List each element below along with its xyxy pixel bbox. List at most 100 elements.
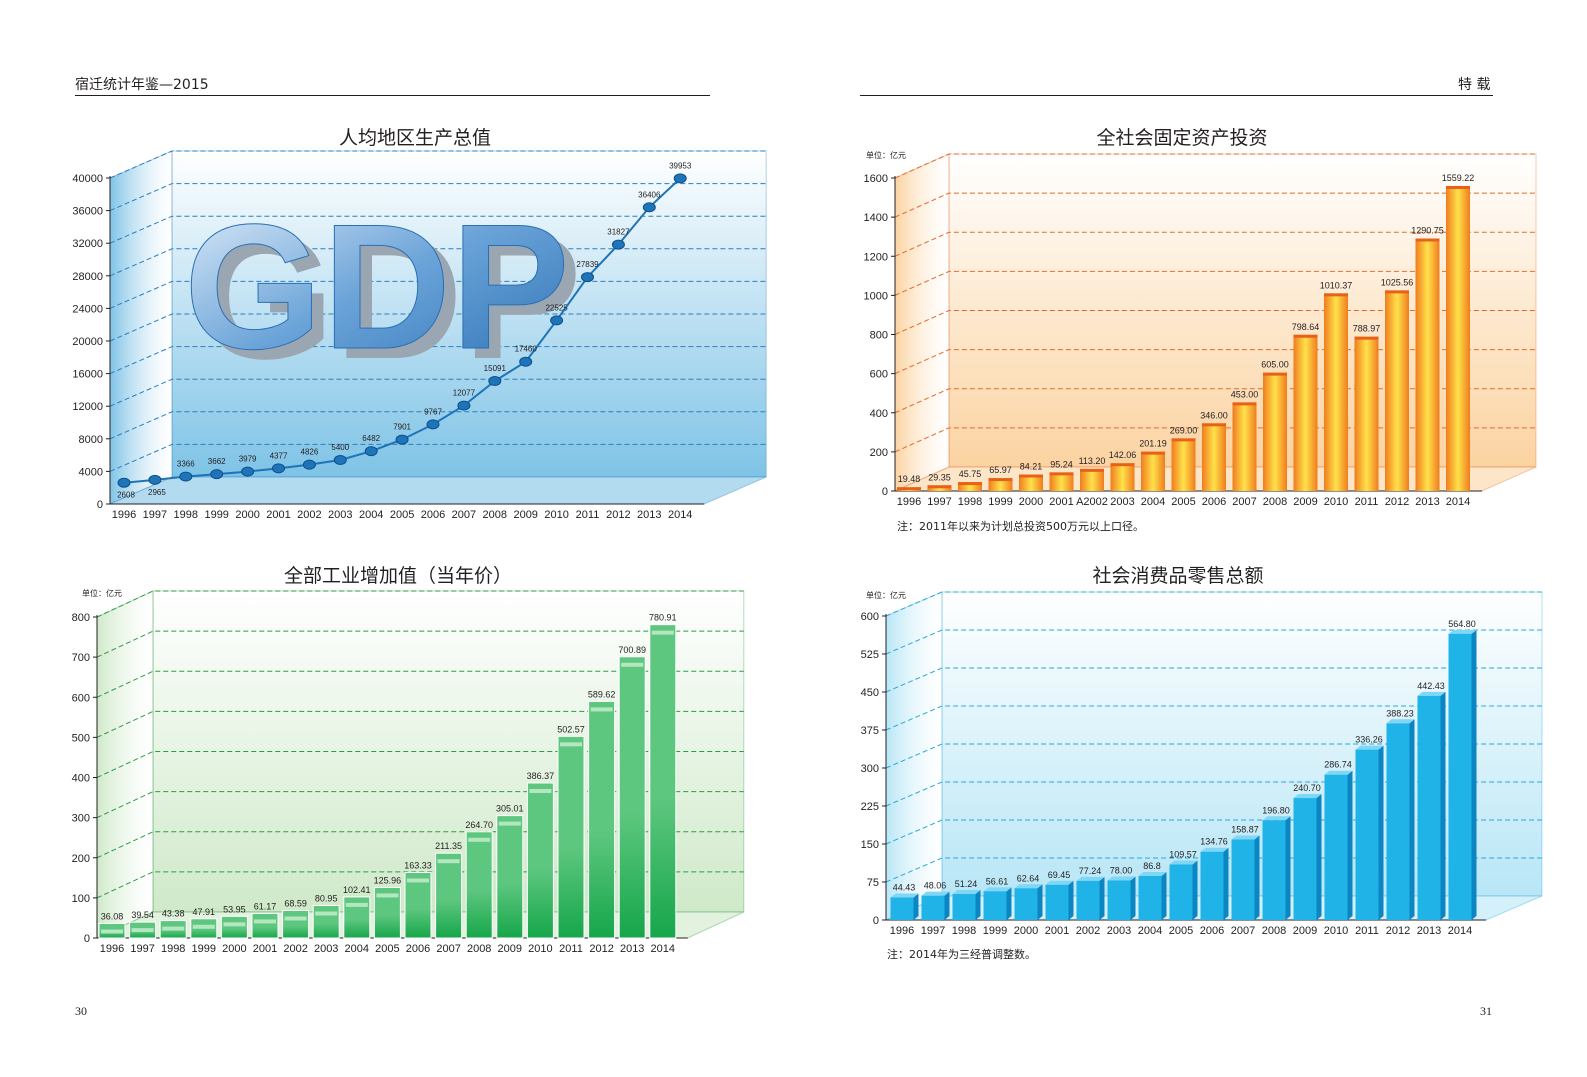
investment-bar: [1202, 423, 1226, 491]
gdp-data-point: [519, 356, 533, 367]
gdp-data-point: [241, 466, 255, 477]
x-tick-label: 2011: [576, 509, 600, 521]
investment-bar: [1324, 293, 1348, 491]
x-tick-label: 2010: [1324, 496, 1348, 508]
x-tick-label: 2001: [1045, 925, 1069, 937]
investment-value-label: 45.75: [959, 469, 982, 479]
gridline: [109, 443, 767, 472]
x-tick-label: 2002: [283, 943, 307, 955]
retail-value-label: 196.80: [1262, 805, 1290, 815]
gridline: [96, 791, 744, 819]
retail-chart-title: 社会消费品零售总额: [1092, 565, 1264, 587]
investment-value-label: 346.00: [1200, 410, 1228, 420]
retail-bar-side: [1471, 629, 1477, 920]
gdp-data-point: [179, 471, 193, 482]
investment-bar-top: [1171, 438, 1196, 442]
retail-bar: [921, 895, 945, 920]
retail-value-label: 78.00: [1110, 865, 1133, 875]
investment-bar-top: [1415, 238, 1440, 242]
retail-value-label: 336.26: [1355, 735, 1383, 745]
x-tick-label: 2008: [1262, 925, 1286, 937]
retail-value-label: 48.06: [924, 881, 947, 891]
industry-bar: [282, 909, 310, 939]
investment-bar: [988, 478, 1013, 491]
x-tick-label: 2010: [528, 943, 552, 955]
retail-bar-side: [1006, 887, 1012, 920]
x-tick-label: 1997: [130, 943, 154, 955]
gdp-data-label: 15091: [484, 364, 507, 373]
industry-bar: [465, 831, 493, 939]
investment-value-label: 29.35: [928, 472, 951, 482]
x-tick-label: 2006: [1202, 496, 1226, 508]
x-tick-label: 2004: [345, 943, 369, 955]
retail-bar-top: [1045, 880, 1074, 885]
industry-bar-highlight: [254, 919, 276, 924]
gridline: [885, 591, 1542, 617]
gdp-watermark: GDP: [184, 187, 570, 386]
x-tick-label: 2004: [359, 509, 383, 521]
x-tick-label: 1996: [890, 925, 914, 937]
x-tick-label: 2002: [297, 509, 321, 521]
industry-bar: [220, 915, 248, 939]
industry-bar-highlight: [192, 924, 215, 929]
y-tick-label: 1200: [864, 251, 888, 263]
gdp-data-label: 36406: [638, 190, 661, 199]
x-tick-label: 2013: [1417, 925, 1441, 937]
investment-bar-top: [897, 487, 921, 491]
industry-value-label: 36.08: [101, 912, 124, 922]
retail-bar-top: [983, 887, 1012, 892]
retail-value-label: 240.70: [1293, 783, 1321, 793]
investment-bar: [1232, 402, 1257, 491]
retail-bar-top: [1386, 719, 1415, 724]
investment-value-label: 1025.56: [1381, 277, 1414, 287]
x-tick-label: 2005: [1169, 925, 1193, 937]
y-tick-label: 600: [861, 611, 879, 623]
gdp-data-point: [148, 474, 162, 485]
investment-bar: [958, 482, 982, 491]
investment-bar-top: [1385, 290, 1409, 294]
x-tick-label: 2008: [467, 943, 491, 955]
x-tick-label: 2001: [253, 943, 277, 955]
industry-value-label: 589.62: [588, 689, 616, 699]
gridline: [109, 411, 767, 440]
gridline: [885, 667, 1542, 693]
x-tick-label: 2012: [606, 509, 630, 521]
x-tick-label: 2007: [436, 943, 460, 955]
investment-bar-top: [1324, 293, 1348, 297]
gridline: [109, 215, 767, 244]
gdp-data-label: 4826: [301, 448, 319, 457]
gridline: [885, 629, 1542, 655]
gdp-data-point: [488, 376, 502, 387]
retail-bar-side: [975, 890, 981, 920]
y-tick-label: 32000: [72, 238, 103, 250]
retail-bar-side: [1409, 719, 1415, 920]
y-tick-label: 300: [861, 763, 879, 775]
retail-chart-note: 注：2014年为三经普调整数。: [887, 948, 1036, 961]
gdp-data-label: 6482: [362, 434, 380, 443]
x-tick-label: 2002: [1076, 925, 1100, 937]
x-tick-label: 2012: [1386, 925, 1410, 937]
y-tick-label: 225: [861, 801, 879, 813]
gdp-data-point: [550, 315, 564, 326]
retail-bar-side: [1254, 835, 1260, 920]
retail-bar-top: [1324, 770, 1353, 775]
investment-bar: [1293, 334, 1318, 491]
x-tick-label: 2006: [1200, 925, 1224, 937]
investment-bar-top: [1110, 463, 1135, 467]
investment-value-label: 113.20: [1079, 456, 1106, 466]
retail-bar-top: [921, 891, 950, 896]
investment-value-label: 1559.22: [1442, 173, 1475, 183]
retail-bar-side: [1347, 770, 1353, 920]
gdp-chart-title: 人均地区生产总值: [338, 127, 491, 149]
retail-bar: [1045, 884, 1069, 920]
x-tick-label: 2001: [1049, 496, 1073, 508]
retail-bar-top: [1448, 629, 1477, 634]
gridline: [96, 871, 744, 899]
gridline: [109, 183, 767, 212]
y-tick-label: 0: [84, 933, 90, 945]
investment-bar-top: [1354, 336, 1379, 340]
investment-bar-top: [1446, 185, 1470, 189]
retail-bar-top: [1169, 860, 1198, 865]
